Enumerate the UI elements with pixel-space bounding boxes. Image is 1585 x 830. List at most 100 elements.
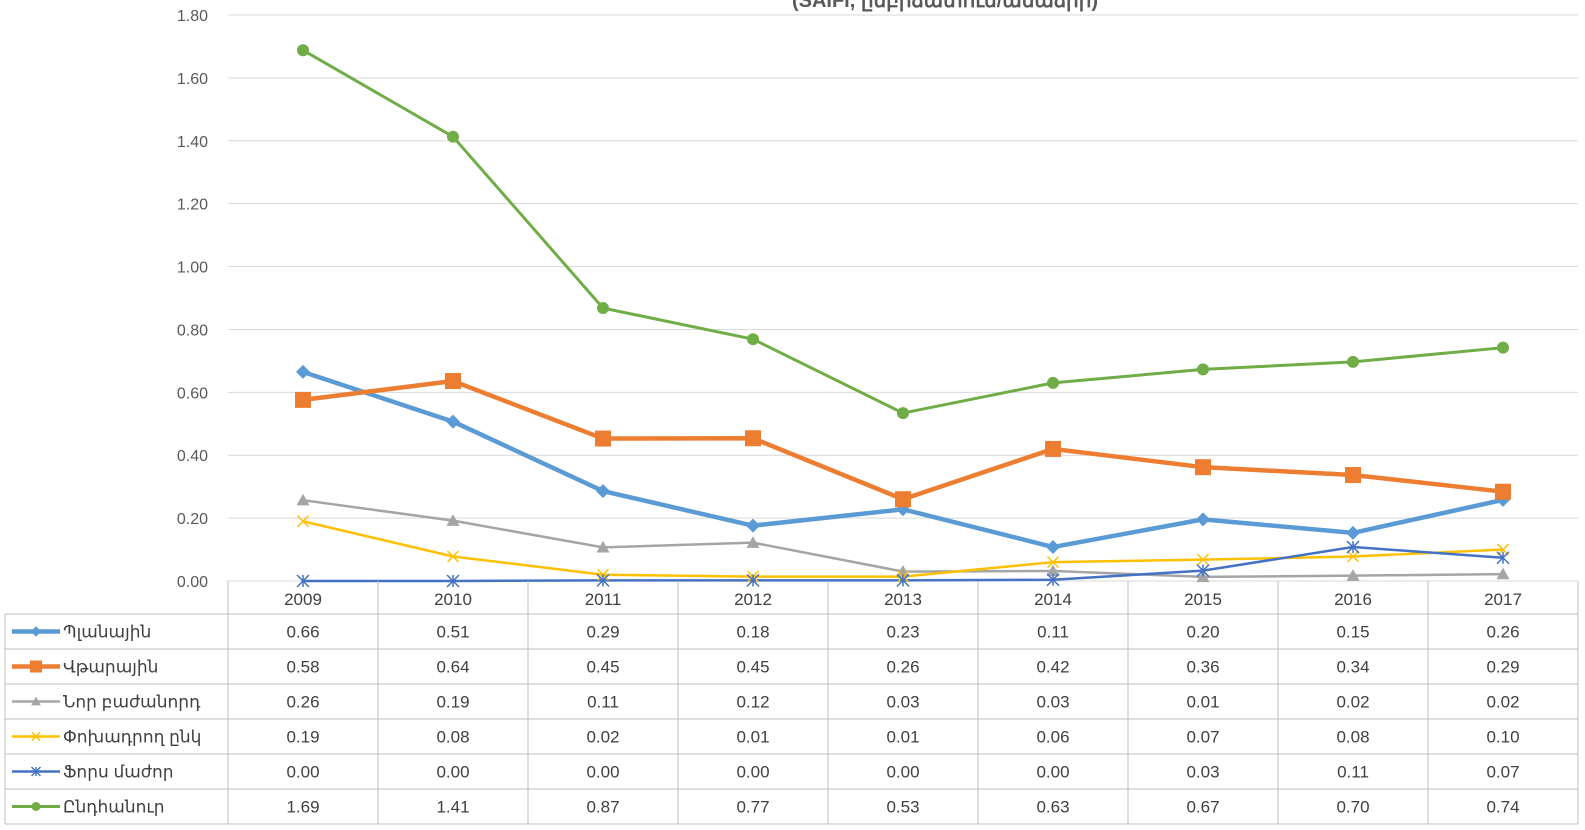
table-cell: 0.42 — [1036, 658, 1069, 677]
chart-title: (SAIFI, ըմբիձատուն/ամաձիր) — [792, 0, 1098, 12]
legend-label: Նոր բաժանորդ — [63, 693, 201, 712]
table-cell: 0.00 — [436, 763, 469, 782]
data-point — [296, 364, 310, 379]
data-point — [446, 414, 460, 429]
data-point — [746, 518, 760, 533]
data-point — [897, 407, 909, 420]
table-cell: 0.00 — [736, 763, 769, 782]
x-tick-label: 2011 — [585, 590, 622, 609]
data-point — [895, 491, 911, 508]
data-point — [1047, 376, 1059, 389]
legend-label: Վթարային — [63, 658, 158, 677]
table-cell: 0.29 — [1486, 658, 1519, 677]
x-tick-label: 2013 — [884, 590, 922, 609]
table-cell: 0.19 — [286, 728, 319, 747]
table-row: Նոր բաժանորդ 0.26 0.19 0.11 0.12 0.03 0.03 0.01… — [12, 693, 1520, 712]
data-point — [1497, 341, 1509, 354]
series-line — [302, 378, 1504, 502]
table-cell: 0.74 — [1486, 798, 1519, 817]
y-tick-label: 0.20 — [177, 511, 208, 528]
table-cell: 0.64 — [436, 658, 469, 677]
data-point — [447, 130, 459, 143]
table-cell: 0.11 — [587, 693, 619, 712]
table-cell: 0.45 — [736, 658, 769, 677]
y-tick-label: 0.80 — [177, 322, 208, 339]
data-table: 2009 2010 2011 2012 2013 2014 2015 2016 2017 Պլան… — [4, 581, 1579, 825]
data-point — [1046, 540, 1060, 555]
x-tick-label: 2016 — [1334, 590, 1372, 609]
circle-marker — [31, 802, 41, 811]
data-point — [1196, 564, 1210, 578]
data-point — [1346, 550, 1360, 563]
data-point — [1045, 440, 1061, 457]
data-point — [1345, 467, 1361, 484]
y-tick-label: 0.60 — [177, 385, 208, 402]
table-cell: 0.10 — [1486, 728, 1519, 747]
table-cell: 0.53 — [886, 798, 919, 817]
data-point — [1196, 553, 1210, 566]
data-point — [747, 333, 759, 346]
table-row: Ընդհանուր 1.69 1.41 0.87 0.77 0.53 0.63 0.67 0.7… — [12, 798, 1520, 817]
data-point — [1195, 459, 1211, 476]
table-cell: 1.41 — [436, 798, 469, 817]
table-cell: 0.00 — [1036, 763, 1069, 782]
table-cell: 0.26 — [286, 693, 319, 712]
table-cell: 0.03 — [1186, 763, 1219, 782]
table-cell: 0.01 — [736, 728, 769, 747]
table-cell: 0.29 — [586, 623, 619, 642]
x-tick-label: 2010 — [434, 590, 472, 609]
y-tick-label: 0.00 — [177, 574, 208, 591]
data-point — [1196, 512, 1210, 527]
table-cell: 0.77 — [736, 798, 769, 817]
table-row: Ֆորս մաժոր 0.00 0.00 0.00 0.00 0.00 0.00 0.03 0.… — [12, 763, 1520, 782]
table-cell: 0.02 — [1336, 693, 1369, 712]
data-point — [445, 373, 461, 390]
table-cell: 0.26 — [1486, 623, 1519, 642]
table-cell: 0.00 — [886, 763, 919, 782]
table-cell: 0.19 — [436, 693, 469, 712]
data-point — [1197, 363, 1209, 376]
x-tick-label: 2014 — [1034, 590, 1072, 609]
y-tick-label: 1.80 — [177, 8, 208, 25]
legend-label: Փոխադրող ընկ — [63, 728, 201, 747]
data-point — [746, 536, 760, 548]
data-point — [1046, 564, 1060, 577]
table-cell: 0.01 — [886, 728, 919, 747]
table-cell: 0.67 — [1186, 798, 1219, 817]
data-point — [1495, 483, 1511, 500]
data-point — [1046, 556, 1060, 569]
data-point — [296, 515, 310, 528]
data-point — [446, 574, 460, 588]
table-cell: 0.45 — [586, 658, 619, 677]
table-cell: 0.03 — [886, 693, 919, 712]
table-cell: 0.07 — [1486, 763, 1519, 782]
data-point — [597, 302, 609, 315]
data-point — [1347, 355, 1359, 368]
square-marker — [30, 660, 42, 673]
table-cell: 0.87 — [586, 798, 619, 817]
table-cell: 0.63 — [1036, 798, 1069, 817]
data-point — [1496, 551, 1510, 565]
series-line — [302, 48, 1504, 415]
y-tick-label: 1.20 — [177, 197, 208, 214]
data-point — [1496, 567, 1510, 580]
table-cell: 0.08 — [1336, 728, 1369, 747]
x-tick-label: 2012 — [734, 590, 772, 609]
data-point — [1346, 525, 1360, 540]
table-cell: 0.18 — [736, 623, 769, 642]
table-cell: 0.03 — [1036, 693, 1069, 712]
diamond-marker — [30, 626, 42, 637]
data-point — [297, 44, 309, 57]
table-cell: 0.51 — [436, 623, 469, 642]
data-point — [296, 574, 310, 588]
table-cell: 0.36 — [1186, 658, 1219, 677]
table-cell: 0.08 — [436, 728, 469, 747]
series-line — [302, 369, 1504, 550]
table-cell: 0.12 — [736, 693, 769, 712]
x-tick-label: 2017 — [1484, 590, 1522, 609]
table-cell: 0.02 — [1486, 693, 1519, 712]
series-markers — [295, 44, 1511, 588]
y-tick-label: 1.40 — [177, 134, 208, 151]
y-tick-label: 1.00 — [177, 260, 208, 277]
